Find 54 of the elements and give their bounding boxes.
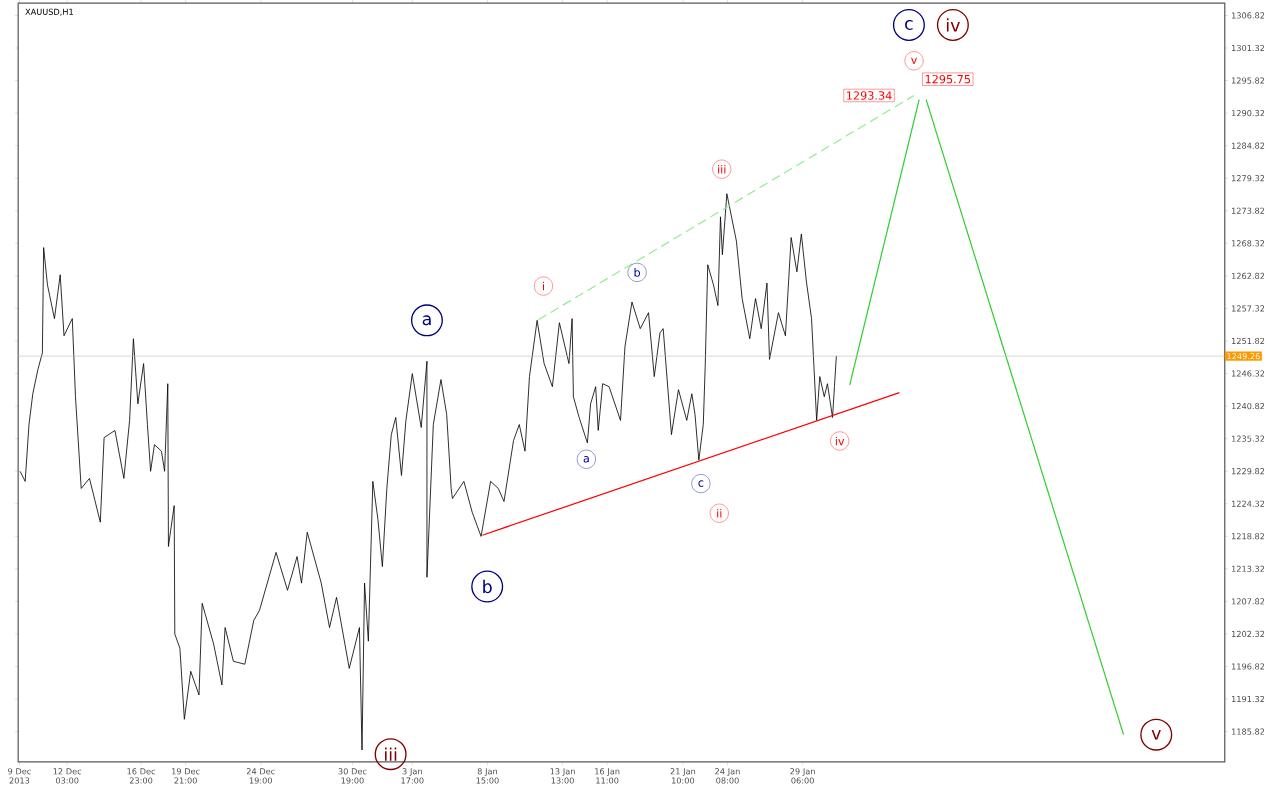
y-tick-label: 1251.82 <box>1232 338 1265 345</box>
annotation: a <box>583 456 589 463</box>
annotation: c <box>905 20 913 31</box>
annotation: iii <box>718 165 726 174</box>
y-tick-label: 1284.82 <box>1232 142 1265 149</box>
y-tick-label: 1196.82 <box>1232 663 1265 670</box>
y-tick-label: 1224.32 <box>1232 500 1265 507</box>
annotation: 1293.34 <box>847 91 892 100</box>
y-tick-label: 1202.32 <box>1232 630 1265 638</box>
x-tick-label: 24 Dec 19:00 <box>246 768 275 784</box>
y-tick-label: 1257.32 <box>1232 305 1265 312</box>
y-tick-label: 1191.32 <box>1232 696 1265 703</box>
x-tick-label: 24 Jan 08:00 <box>715 768 740 784</box>
annotation: i <box>542 281 544 291</box>
x-tick-label: 3 Jan 17:00 <box>401 768 424 784</box>
annotation: c <box>698 480 704 487</box>
x-tick-label: 29 Jan 06:00 <box>790 768 815 784</box>
y-tick-label: 1235.32 <box>1232 435 1265 442</box>
annotation: b <box>634 268 641 277</box>
annotation: ii <box>717 509 722 518</box>
x-tick-label: 19 Dec 21:00 <box>172 768 200 784</box>
y-tick-label: 1295.82 <box>1232 77 1265 84</box>
text: XAUUSD,H1 <box>25 8 73 16</box>
y-tick-label: 1218.82 <box>1232 533 1265 540</box>
x-tick-label: 13 Jan 13:00 <box>550 768 575 784</box>
x-tick-label: 16 Dec 23:00 <box>127 768 156 784</box>
y-tick-label: 1240.82 <box>1232 403 1265 410</box>
x-tick-label: 21 Jan 10:00 <box>670 768 696 784</box>
annotation: iv <box>835 436 845 446</box>
y-tick-label: 1262.82 <box>1232 272 1265 280</box>
annotation: 1295.75 <box>925 75 971 84</box>
y-tick-label: 1185.82 <box>1232 728 1265 735</box>
annotation: v <box>911 57 918 64</box>
x-tick-label: 8 Jan 15:00 <box>476 768 499 784</box>
annotation: b <box>483 579 492 594</box>
annotation: iv <box>946 18 960 32</box>
annotation: v <box>1151 730 1161 740</box>
ref-line-label: 1249.26 <box>1227 353 1260 360</box>
annotation: iii <box>385 747 397 761</box>
y-tick-label: 1279.32 <box>1232 175 1265 182</box>
x-tick-label: 30 Dec 19:00 <box>338 768 367 784</box>
y-tick-label: 1213.32 <box>1232 565 1265 573</box>
annotation: a <box>422 315 431 326</box>
y-tick-label: 1290.32 <box>1232 110 1265 117</box>
x-tick-label: 12 Dec 03:00 <box>53 768 82 784</box>
y-tick-label: 1246.32 <box>1232 370 1265 377</box>
y-tick-label: 1207.82 <box>1232 598 1265 605</box>
y-tick-label: 1273.82 <box>1232 207 1265 215</box>
y-tick-label: 1301.32 <box>1232 45 1265 52</box>
y-tick-label: 1229.82 <box>1232 468 1265 475</box>
x-tick-label: 16 Jan 11:00 <box>595 768 620 784</box>
x-tick-label: 9 Dec 2013 <box>8 768 31 784</box>
y-tick-label: 1306.82 <box>1232 12 1265 19</box>
y-tick-label: 1268.32 <box>1232 240 1265 247</box>
